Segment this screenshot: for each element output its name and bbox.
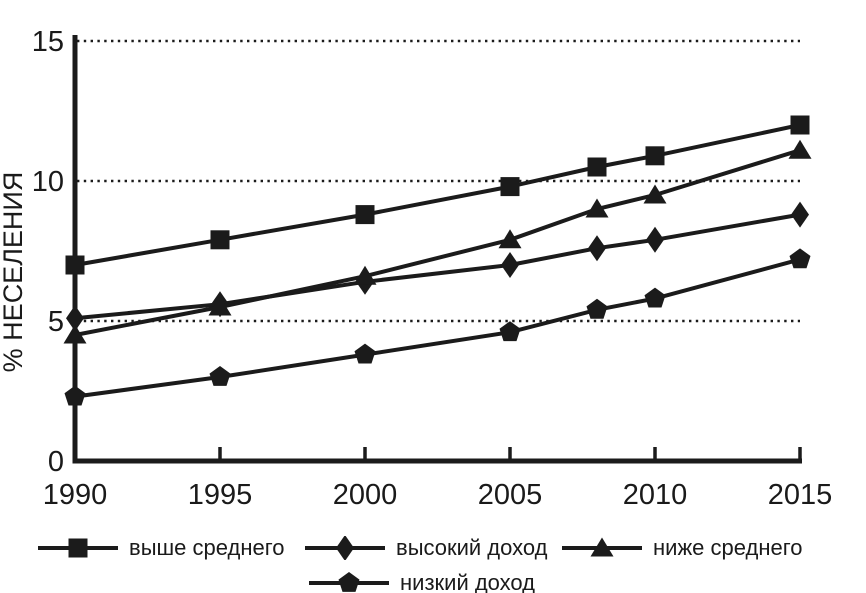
pentagon-marker-icon	[309, 572, 389, 592]
data-point-triangle-2000	[353, 265, 377, 285]
data-point-diamond-2010	[646, 226, 664, 253]
legend-item-low-income: низкий доход	[307, 571, 535, 593]
data-point-triangle-1990	[63, 324, 87, 344]
data-point-pentagon-2010	[644, 287, 666, 308]
y-axis-title: % НЕСЕЛЕНИЯ	[0, 172, 28, 373]
x-tick-label-2010: 2010	[623, 479, 688, 511]
data-point-triangle-2015	[788, 139, 812, 159]
x-tick-label-1990: 1990	[43, 479, 108, 511]
triangle-marker	[590, 537, 614, 557]
data-point-pentagon-1995	[209, 366, 231, 386]
legend-label-below-average: ниже среднего	[653, 535, 803, 560]
data-point-triangle-1995	[208, 296, 232, 316]
triangle-marker-icon	[562, 537, 642, 557]
data-point-square-1990	[65, 255, 85, 275]
x-tick-label-2015: 2015	[768, 479, 833, 511]
legend-item-below-average: ниже среднего	[560, 536, 803, 560]
data-point-triangle-2005	[498, 229, 522, 249]
data-point-square-2008	[587, 157, 607, 177]
x-tick-label-2005: 2005	[478, 479, 543, 511]
data-point-pentagon-1990	[64, 385, 86, 406]
diamond-marker	[336, 536, 354, 560]
line-chart: 1990 1995 2000 2005 2010 2015 0 5 10 15 % НЕСЕЛЕНИ…	[0, 26, 833, 511]
square-marker-icon	[38, 538, 118, 558]
data-point-square-2010	[645, 146, 665, 166]
data-point-pentagon-2000	[354, 343, 376, 364]
data-point-square-2000	[355, 205, 375, 225]
legend-label-above-average: выше среднего	[129, 535, 285, 560]
y-tick-label-15: 15	[32, 26, 64, 58]
data-point-pentagon-2015	[789, 248, 811, 269]
legend-item-high-income: высокий доход	[303, 536, 547, 560]
data-point-pentagon-2005	[499, 321, 521, 342]
legend-label-low-income: низкий доход	[400, 570, 536, 593]
y-tick-label-0: 0	[48, 446, 64, 478]
pentagon-marker	[338, 572, 360, 592]
y-tick-label-10: 10	[32, 166, 64, 198]
diamond-marker-icon	[305, 536, 385, 560]
y-tick-label-5: 5	[48, 306, 64, 338]
series-line-diamond	[74, 212, 801, 321]
data-point-diamond-2015	[791, 201, 809, 228]
series-line-pentagon	[74, 257, 801, 399]
data-point-triangle-2008	[585, 198, 609, 218]
series-line-square	[74, 123, 801, 267]
x-tick-label-2000: 2000	[333, 479, 398, 511]
square-marker	[68, 538, 88, 558]
data-point-square-1995	[210, 230, 230, 250]
legend-label-high-income: высокий доход	[396, 535, 548, 560]
data-point-square-2015	[790, 115, 810, 135]
data-point-pentagon-2008	[586, 298, 608, 319]
data-point-diamond-2005	[501, 252, 519, 278]
data-point-diamond-1990	[66, 305, 84, 332]
legend-item-above-average: выше среднего	[36, 536, 284, 560]
x-tick-label-1995: 1995	[188, 479, 253, 511]
data-point-square-2005	[500, 177, 520, 197]
data-point-triangle-2010	[643, 184, 667, 204]
data-point-diamond-2008	[588, 235, 606, 262]
